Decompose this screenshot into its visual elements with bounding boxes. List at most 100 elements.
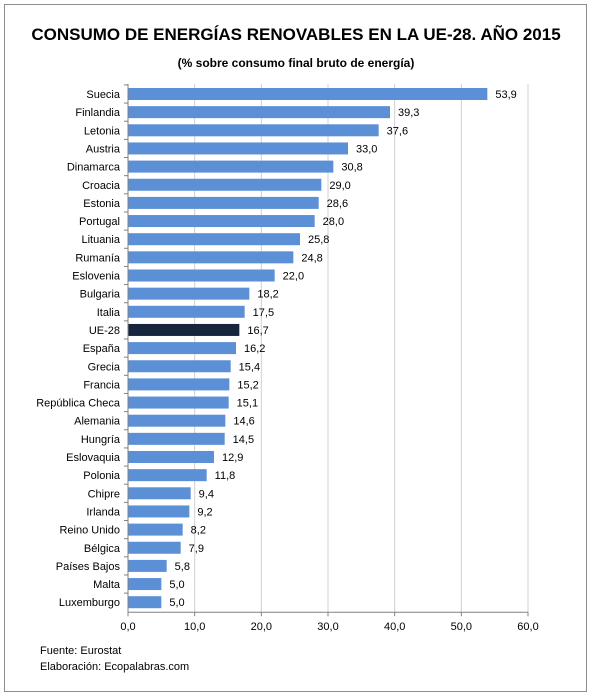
value-label: 15,1: [237, 398, 258, 410]
value-label: 15,2: [237, 379, 258, 391]
value-label: 5,0: [169, 597, 184, 609]
labels: 0,0 10,0 20,0 30,0 40,0 50,0 60,0 Suecia 53,9 Fin…: [36, 89, 538, 633]
bar: [128, 451, 214, 463]
value-label: 22,0: [283, 271, 304, 283]
value-label: 16,2: [244, 343, 265, 355]
bar: [128, 559, 167, 572]
category-label: Grecia: [88, 361, 121, 373]
value-label: 17,5: [253, 307, 274, 319]
axes: [124, 84, 529, 617]
bar: [128, 269, 275, 282]
value-label: 29,0: [329, 180, 350, 192]
value-label: 14,6: [233, 416, 254, 428]
category-label: Chipre: [88, 488, 120, 500]
value-label: 53,9: [495, 89, 516, 101]
bar: [128, 305, 245, 318]
category-label: Lituania: [81, 234, 120, 246]
bar: [128, 342, 236, 355]
category-label: Suecia: [86, 89, 121, 101]
category-label: Eslovenia: [72, 271, 121, 283]
category-label: Reino Unido: [59, 525, 120, 537]
bar: [128, 287, 250, 300]
bar: [128, 251, 294, 264]
category-label: Bulgaria: [80, 289, 121, 301]
value-label: 18,2: [257, 289, 278, 301]
x-tick-label: 0,0: [120, 621, 135, 633]
value-label: 9,2: [197, 506, 212, 518]
category-label: Rumanía: [75, 252, 121, 264]
bar: [128, 378, 230, 391]
bar: [128, 432, 225, 445]
value-label: 5,0: [169, 579, 184, 591]
category-label: Dinamarca: [67, 162, 121, 174]
bar: [128, 396, 229, 409]
bar: [128, 505, 190, 518]
value-label: 14,5: [233, 434, 254, 446]
chart-subtitle: (% sobre consumo final bruto de energía): [177, 56, 415, 70]
value-label: 30,8: [341, 162, 362, 174]
category-label: Hungría: [81, 434, 121, 446]
value-label: 9,4: [199, 488, 214, 500]
category-label: Eslovaquia: [66, 452, 121, 464]
bar: [128, 469, 207, 482]
bar: [128, 106, 390, 119]
chart-frame: [4, 4, 587, 692]
x-tick-label: 40,0: [384, 621, 405, 633]
bar: [128, 196, 319, 209]
value-label: 5,8: [175, 561, 190, 573]
category-label: Bélgica: [84, 543, 121, 555]
category-label: Finlandia: [75, 107, 121, 119]
chart-title: CONSUMO DE ENERGÍAS RENOVABLES EN LA UE-…: [31, 25, 561, 44]
category-label: Portugal: [79, 216, 120, 228]
category-label: Luxemburgo: [59, 597, 120, 609]
bar: [128, 487, 191, 500]
value-label: 28,6: [327, 198, 348, 210]
value-label: 12,9: [222, 452, 243, 464]
bar: [128, 414, 226, 427]
category-label: Alemania: [74, 416, 121, 428]
value-label: 39,3: [398, 107, 419, 119]
value-label: 25,8: [308, 234, 329, 246]
category-label: Croacia: [82, 180, 121, 192]
bar: [128, 578, 162, 591]
category-label: Francia: [83, 379, 121, 391]
x-tick-label: 50,0: [451, 621, 472, 633]
category-label: UE-28: [89, 325, 120, 337]
value-label: 16,7: [247, 325, 268, 337]
value-label: 28,0: [323, 216, 344, 228]
category-label: República Checa: [36, 398, 121, 410]
credit-note: Elaboración: Ecopalabras.com: [40, 661, 190, 673]
bar: [128, 178, 322, 191]
category-label: Italia: [97, 307, 121, 319]
category-label: Países Bajos: [56, 561, 121, 573]
value-label: 33,0: [356, 143, 377, 155]
bar: [128, 124, 379, 137]
x-tick-label: 30,0: [317, 621, 338, 633]
bar: [128, 215, 315, 228]
value-label: 7,9: [189, 543, 204, 555]
x-tick-label: 60,0: [517, 621, 538, 633]
value-label: 11,8: [215, 470, 236, 482]
value-label: 15,4: [239, 361, 260, 373]
value-label: 24,8: [301, 252, 322, 264]
bars: [128, 88, 488, 609]
bar: [128, 323, 240, 336]
category-label: España: [83, 343, 121, 355]
bar: [128, 360, 231, 373]
x-tick-label: 20,0: [251, 621, 272, 633]
bar: [128, 596, 162, 609]
bar: [128, 523, 183, 536]
bar: [128, 88, 488, 100]
bar: [128, 233, 300, 246]
category-label: Polonia: [83, 470, 121, 482]
category-label: Estonia: [83, 198, 121, 210]
value-label: 8,2: [191, 525, 206, 537]
source-note: Fuente: Eurostat: [40, 645, 122, 657]
x-tick-label: 10,0: [184, 621, 205, 633]
bar: [128, 541, 181, 554]
bar: [128, 160, 334, 173]
category-label: Irlanda: [86, 506, 121, 518]
category-label: Letonia: [84, 125, 121, 137]
category-label: Malta: [93, 579, 121, 591]
